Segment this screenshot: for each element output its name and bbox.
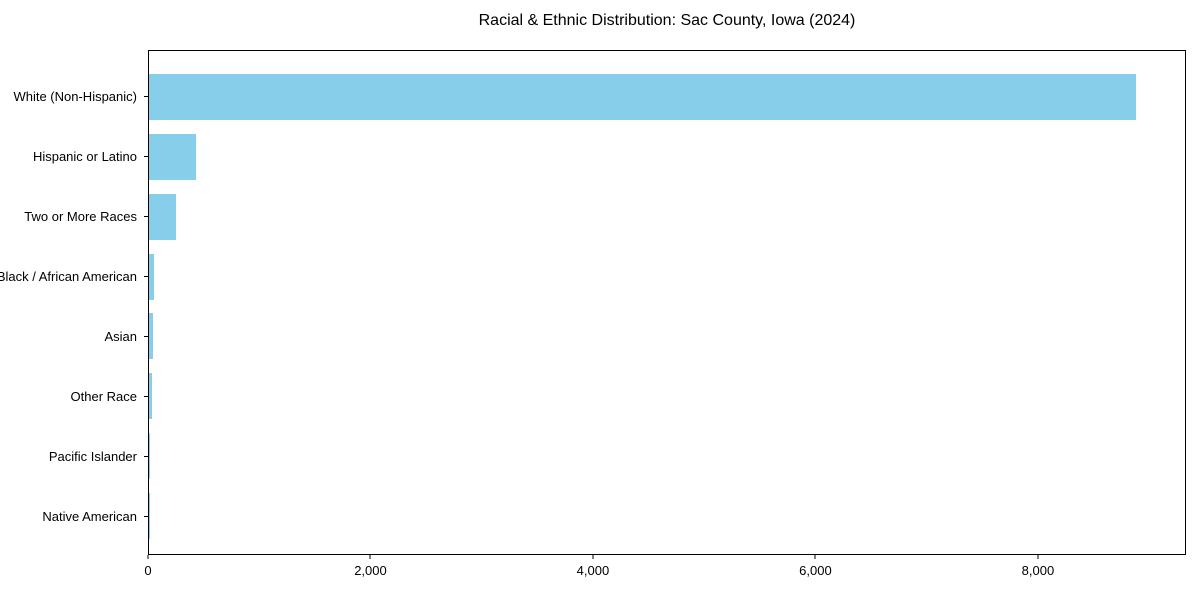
plot-area xyxy=(148,50,1186,555)
bar-row-white-non-hispanic xyxy=(149,67,1185,127)
y-tick-mark xyxy=(144,215,148,217)
y-tick-row-asian: Asian xyxy=(0,307,148,367)
x-tick-mark xyxy=(592,555,594,559)
y-tick-label: Black / African American xyxy=(0,268,137,284)
bar-row-hispanic-or-latino xyxy=(149,127,1185,187)
y-tick-mark xyxy=(144,456,148,458)
bar-row-pacific-islander xyxy=(149,426,1185,486)
x-tick-label: 8,000 xyxy=(1021,563,1055,578)
bar-asian xyxy=(149,313,153,360)
y-tick-mark xyxy=(144,275,148,277)
chart-title: Racial & Ethnic Distribution: Sac County… xyxy=(478,12,856,29)
bar-series xyxy=(149,51,1185,554)
x-tick-label: 4,000 xyxy=(576,563,610,578)
y-tick-row-white-non-hispanic: White (Non-Hispanic) xyxy=(0,66,148,126)
x-axis: 0 2,000 4,000 6,000 8,000 xyxy=(144,555,1186,595)
y-tick-row-pacific-islander: Pacific Islander xyxy=(0,427,148,487)
y-tick-mark xyxy=(144,155,148,157)
y-tick-label: Hispanic or Latino xyxy=(32,148,137,164)
y-tick-row-black-african-american: Black / African American xyxy=(0,246,148,306)
y-tick-mark xyxy=(144,95,148,97)
x-tick-label: 6,000 xyxy=(799,563,832,578)
y-axis-labels: White (Non-Hispanic) Hispanic or Latino Tw… xyxy=(0,50,148,555)
bar-pacific-islander xyxy=(149,433,150,480)
y-tick-mark xyxy=(144,336,148,338)
x-tick-mark xyxy=(814,555,816,559)
y-tick-label: Asian xyxy=(104,329,137,345)
bar-row-two-or-more-races xyxy=(149,187,1185,247)
y-tick-label: Other Race xyxy=(70,389,137,405)
bar-other-race xyxy=(149,373,152,420)
bar-row-asian xyxy=(149,307,1185,367)
y-tick-row-other-race: Other Race xyxy=(0,367,148,427)
x-tick-mark xyxy=(1037,555,1039,559)
y-tick-label: White (Non-Hispanic) xyxy=(13,88,137,104)
y-tick-label: Two or More Races xyxy=(24,208,137,224)
y-tick-label: Native American xyxy=(42,509,137,525)
bar-two-or-more-races xyxy=(149,193,177,240)
x-tick-mark xyxy=(147,555,149,559)
bar-hispanic-or-latino xyxy=(149,133,196,180)
bar-row-black-african-american xyxy=(149,247,1185,307)
y-tick-mark xyxy=(144,516,148,518)
y-tick-row-native-american: Native American xyxy=(0,487,148,547)
x-tick-label: 2,000 xyxy=(354,563,387,578)
x-tick-label: 0 xyxy=(144,563,152,578)
y-tick-label: Pacific Islander xyxy=(48,449,137,465)
y-tick-row-hispanic-or-latino: Hispanic or Latino xyxy=(0,126,148,186)
bar-white-non-hispanic xyxy=(149,73,1136,120)
bar-row-native-american xyxy=(149,486,1185,546)
y-tick-mark xyxy=(144,396,148,398)
bar-black-african-american xyxy=(149,253,154,300)
bar-row-other-race xyxy=(149,366,1185,426)
y-tick-row-two-or-more-races: Two or More Races xyxy=(0,186,148,246)
x-tick-mark xyxy=(369,555,371,559)
